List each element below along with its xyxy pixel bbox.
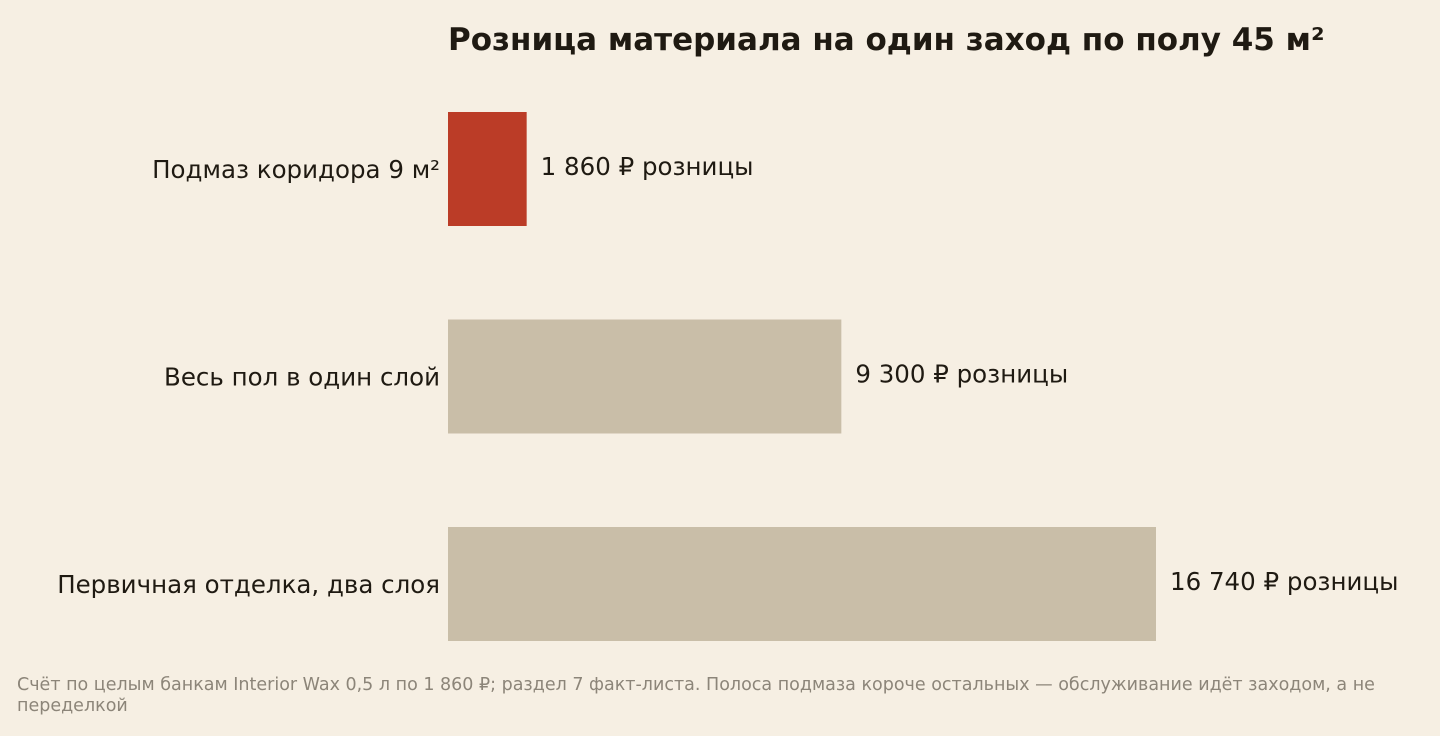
value-labels: 1 860 ₽ розницы 9 300 ₽ розницы 16 740 ₽ р… [541, 152, 1399, 596]
value-label-2: 9 300 ₽ розницы [855, 360, 1068, 389]
chart-title: Розница материала на один заход по полу … [448, 22, 1325, 58]
value-label-1: 1 860 ₽ розницы [541, 152, 754, 181]
bar-2 [448, 319, 842, 434]
category-labels: Подмаз коридора 9 м² Весь пол в один слой… [57, 155, 440, 599]
category-label-3: Первичная отделка, два слоя [57, 570, 440, 599]
value-label-3: 16 740 ₽ розницы [1170, 567, 1398, 596]
bar-1 [448, 112, 527, 226]
category-label-2: Весь пол в один слой [164, 363, 440, 392]
category-label-1: Подмаз коридора 9 м² [152, 155, 440, 184]
bar-3 [448, 527, 1156, 641]
bars-layer [448, 112, 1156, 641]
chart-footnote: Счёт по целым банкам Interior Wax 0,5 л … [17, 675, 1375, 716]
